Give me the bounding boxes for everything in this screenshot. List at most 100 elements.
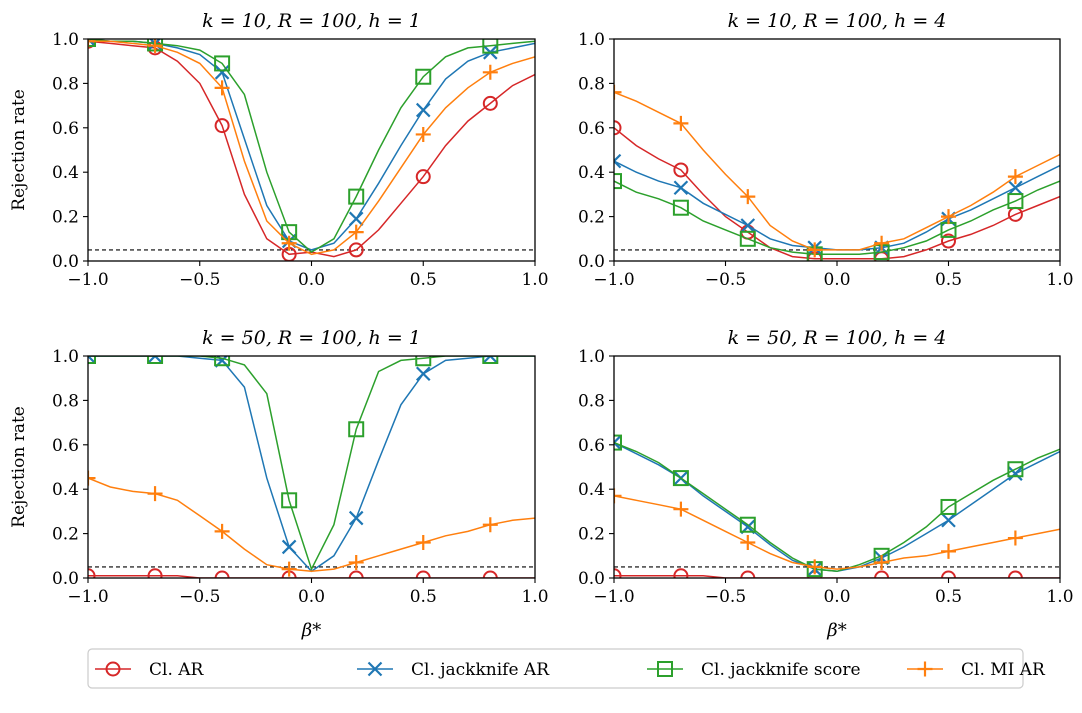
data-point — [1008, 180, 1023, 196]
series-cl-mi-ar — [614, 488, 1060, 575]
data-point — [281, 539, 297, 555]
data-point — [147, 486, 163, 502]
data-point — [281, 561, 297, 577]
data-point — [941, 513, 956, 528]
legend-marker — [917, 661, 933, 677]
data-point — [740, 570, 756, 578]
x-axis-label: β* — [826, 620, 846, 641]
x-tick-label: −0.5 — [179, 270, 220, 290]
series-cl-mi-ar — [614, 84, 1060, 258]
y-tick-label: 1.0 — [52, 30, 79, 50]
data-point — [415, 570, 431, 578]
series-cl-mi-ar — [88, 39, 535, 256]
data-point — [672, 199, 689, 216]
data-point — [348, 570, 364, 578]
data-point — [673, 115, 689, 131]
data-point — [874, 235, 890, 251]
y-tick-label: 0.6 — [578, 119, 605, 139]
data-point — [482, 356, 499, 364]
data-point — [673, 180, 689, 196]
panel-title: k = 50, R = 100, h = 4 — [728, 327, 947, 349]
x-tick-label: −0.5 — [705, 587, 746, 607]
data-point — [348, 242, 364, 258]
y-tick-label: 0.6 — [52, 119, 79, 139]
data-point — [281, 492, 298, 509]
y-tick-label: 0.4 — [578, 480, 605, 500]
axes-frame — [87, 355, 536, 579]
data-point — [614, 434, 622, 451]
data-point — [740, 218, 756, 233]
legend-box — [87, 648, 1024, 689]
x-tick-label: 1.0 — [1046, 270, 1073, 290]
x-tick-label: 1.0 — [1046, 587, 1073, 607]
x-tick-label: −0.5 — [179, 587, 220, 607]
data-point — [214, 55, 231, 72]
data-point — [1007, 530, 1023, 546]
panel-4: k = 50, R = 100, h = 4 −1.0 −0.5 0.0 0.5 1.0 0… — [578, 327, 1074, 641]
data-point — [214, 65, 230, 80]
y-tick-label: 0.0 — [578, 569, 605, 589]
y-tick-label: 0.0 — [52, 569, 79, 589]
x-tick-label: −1.0 — [67, 587, 108, 607]
panel-1: k = 10, R = 100, h = 1 −1.0 −0.5 0.0 0.5 1.0 0… — [9, 10, 549, 290]
data-point — [1008, 466, 1023, 481]
series-cl-jackknife-ar — [614, 435, 1060, 577]
data-point — [415, 169, 431, 185]
data-point — [88, 356, 96, 364]
series-cl-jackknife-ar — [88, 39, 535, 251]
series-cl-jackknife-score — [614, 434, 1060, 578]
data-point — [941, 570, 956, 578]
data-point — [415, 68, 432, 85]
series-line — [614, 160, 1060, 251]
x-tick-label: −0.5 — [705, 270, 746, 290]
series-cl-jackknife-ar — [88, 356, 535, 573]
data-point — [147, 356, 163, 364]
data-point — [147, 356, 164, 364]
data-point — [214, 118, 230, 134]
x-tick-label: 0.0 — [298, 587, 325, 607]
y-tick-label: 0.8 — [578, 391, 605, 411]
y-tick-label: 0.0 — [52, 252, 79, 272]
data-point — [348, 421, 365, 438]
data-point — [147, 568, 163, 578]
x-tick-label: 1.0 — [521, 270, 548, 290]
data-point — [415, 534, 431, 550]
series-cl-jackknife-score — [88, 356, 535, 572]
data-point — [88, 39, 96, 47]
legend-marker — [105, 661, 121, 677]
data-point — [415, 126, 431, 142]
data-point — [214, 570, 230, 578]
data-point — [348, 554, 364, 570]
y-tick-label: 0.2 — [578, 525, 605, 545]
data-point — [281, 235, 297, 251]
y-tick-label: 0.6 — [578, 436, 605, 456]
data-point — [88, 470, 96, 486]
data-point — [740, 189, 756, 205]
axes-frame — [613, 38, 1061, 262]
series-cl-ar — [88, 39, 535, 261]
data-point — [672, 470, 689, 487]
panel-title: k = 10, R = 100, h = 1 — [202, 10, 421, 32]
series-cl-mi-ar — [88, 470, 535, 577]
y-tick-label: 1.0 — [578, 30, 605, 50]
x-tick-label: 0.0 — [823, 587, 850, 607]
y-tick-label: 0.0 — [578, 252, 605, 272]
y-tick-label: 0.6 — [52, 436, 79, 456]
x-tick-label: −1.0 — [67, 270, 108, 290]
series-cl-jackknife-score — [88, 39, 535, 254]
data-point — [1007, 570, 1023, 578]
x-tick-label: 0.5 — [935, 587, 962, 607]
y-tick-label: 0.2 — [52, 525, 79, 545]
x-tick-label: −1.0 — [593, 270, 634, 290]
series-line — [614, 495, 1060, 570]
axes-frame — [87, 38, 536, 262]
data-point — [348, 211, 364, 227]
series-line — [88, 477, 535, 573]
x-tick-label: 0.5 — [410, 270, 437, 290]
data-point — [739, 230, 756, 247]
data-point — [614, 173, 622, 190]
data-point — [482, 95, 498, 111]
data-point — [673, 568, 689, 578]
y-tick-label: 0.8 — [52, 391, 79, 411]
